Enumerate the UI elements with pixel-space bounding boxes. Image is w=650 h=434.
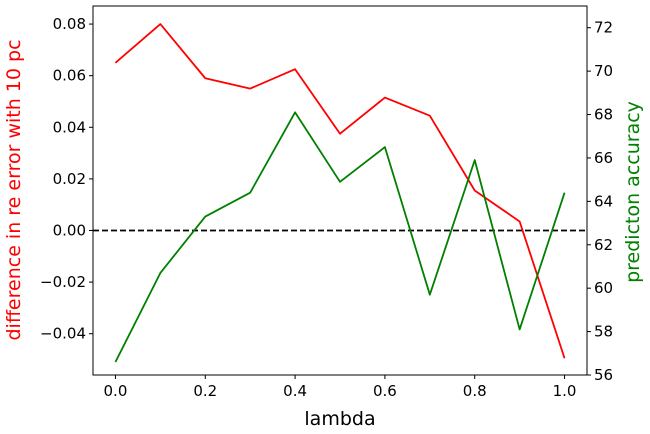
left-y-tick-label: 0.00 [53, 221, 86, 239]
green-series-line [114, 111, 566, 363]
x-tick-label: 0.6 [373, 382, 397, 400]
x-tick-label: 1.0 [553, 382, 577, 400]
right-y-tick-label: 70 [594, 62, 613, 80]
right-y-tick-label: 66 [594, 149, 613, 167]
right-y-tick-label: 56 [594, 366, 613, 384]
x-axis-title: lambda [304, 408, 375, 430]
axis-layer: 0.0 0.2 0.4 0.6 0.8 1.0 −0.04 −0.02 0.00 0.02 0.04… [40, 15, 613, 400]
x-tick-label: 0.2 [193, 382, 217, 400]
left-y-tick-label: 0.06 [53, 67, 86, 85]
right-y-tick-label: 64 [594, 192, 613, 210]
right-y-tick-label: 60 [594, 279, 613, 297]
left-y-tick-label: 0.02 [53, 170, 86, 188]
right-y-tick-label: 62 [594, 236, 613, 254]
left-y-tick-label: −0.02 [40, 273, 86, 291]
right-y-tick-label: 68 [594, 106, 613, 124]
right-y-axis-title: predicton accuracy [622, 101, 644, 283]
right-y-tick-label: 72 [594, 19, 613, 37]
left-y-tick-label: 0.08 [53, 15, 86, 33]
x-tick-label: 0.8 [463, 382, 487, 400]
left-y-tick-label: −0.04 [40, 325, 86, 343]
left-y-tick-label: 0.04 [53, 118, 86, 136]
plot-frame [92, 5, 588, 376]
x-tick-label: 0.0 [104, 382, 128, 400]
left-y-axis-title: difference in re error with 10 pc [3, 39, 25, 340]
x-tick-label: 0.4 [283, 382, 307, 400]
right-y-tick-label: 58 [594, 323, 613, 341]
series-layer [114, 23, 566, 363]
red-series-line [114, 23, 566, 359]
